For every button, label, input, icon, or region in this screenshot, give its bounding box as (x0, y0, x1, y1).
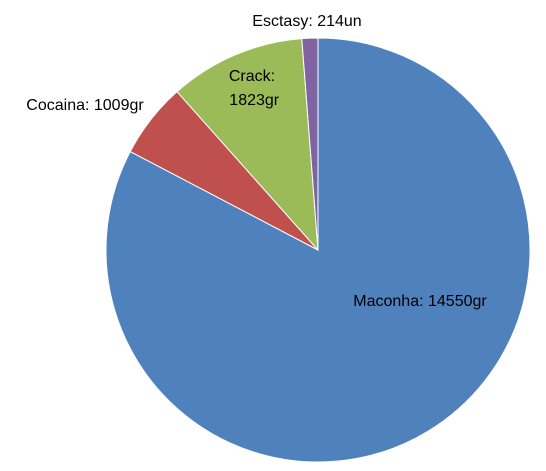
data-label: Maconha: 14550gr (353, 293, 487, 310)
data-label: Esctasy: 214un (252, 13, 361, 30)
pie-slice (301, 37, 319, 251)
pie-slice (176, 38, 319, 252)
data-label: Cocaina: 1009gr (26, 97, 144, 114)
data-label: Crack: 1823gr (225, 68, 280, 109)
